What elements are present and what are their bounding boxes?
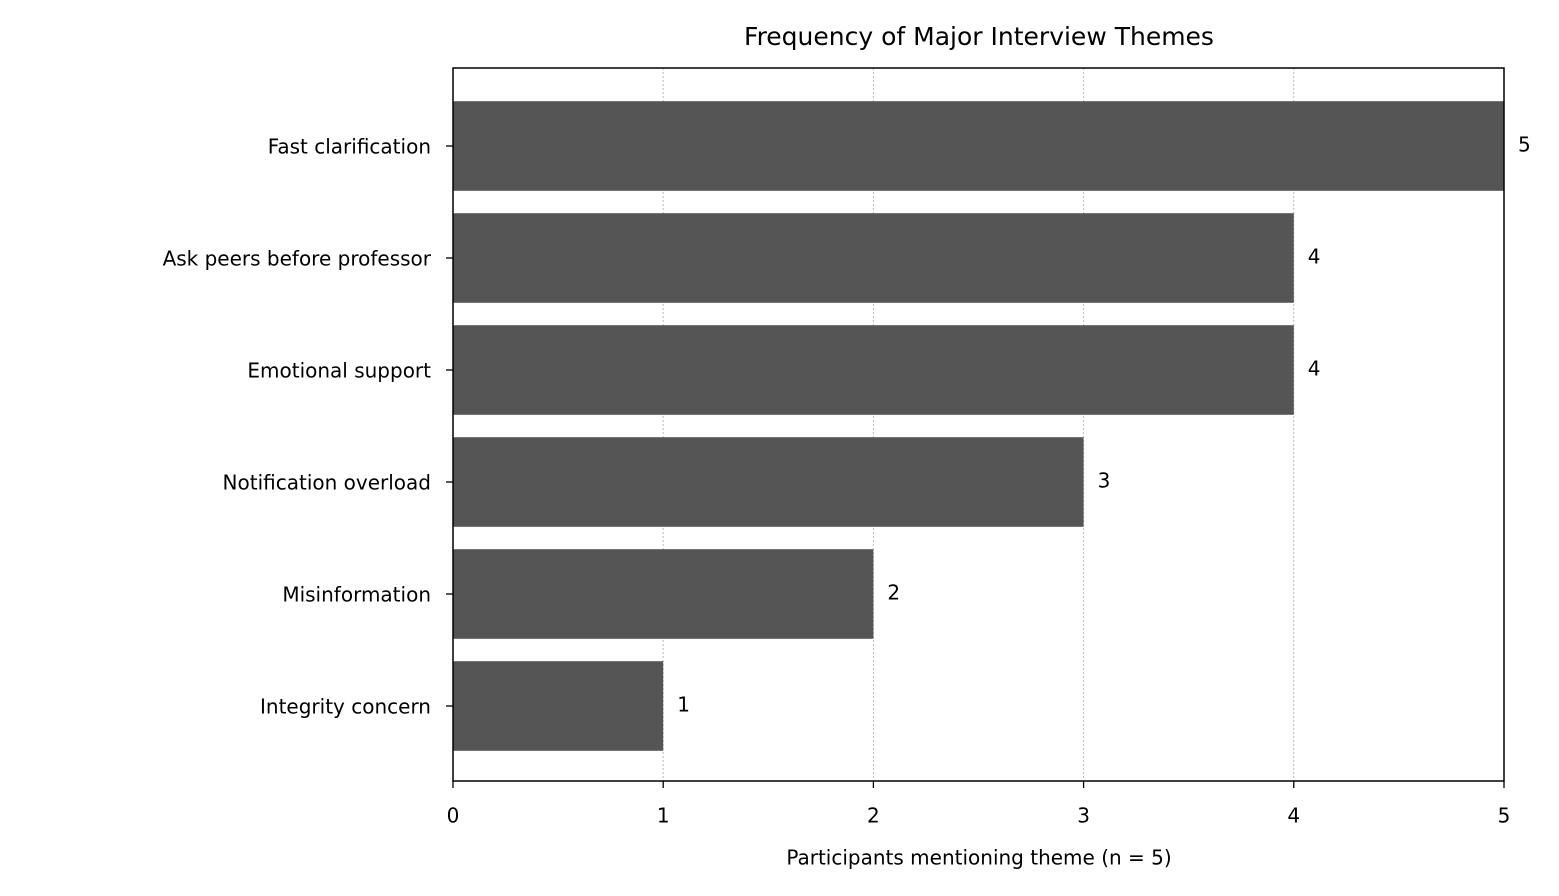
y-tick-label: Notification overload — [223, 471, 431, 495]
bar — [453, 101, 1504, 191]
data-label: 5 — [1518, 133, 1531, 157]
data-label: 1 — [677, 693, 690, 717]
y-tick-label: Fast clarification — [268, 135, 431, 159]
x-tick-label: 2 — [867, 804, 880, 828]
bar — [453, 325, 1294, 415]
y-tick-label: Ask peers before professor — [163, 247, 432, 271]
data-label: 2 — [887, 581, 900, 605]
x-tick-label: 0 — [447, 804, 460, 828]
x-tick-label: 1 — [657, 804, 670, 828]
plot-frame — [452, 67, 1505, 782]
chart-title: Frequency of Major Interview Themes — [744, 22, 1214, 51]
bar — [453, 549, 874, 639]
x-axis-label: Participants mentioning theme (n = 5) — [786, 846, 1171, 870]
bar — [453, 437, 1084, 527]
x-tick-label: 3 — [1077, 804, 1090, 828]
x-tick-label: 4 — [1287, 804, 1300, 828]
x-tick-label: 5 — [1498, 804, 1511, 828]
data-label: 4 — [1308, 357, 1321, 381]
y-tick-label: Emotional support — [247, 359, 431, 383]
data-label: 3 — [1098, 469, 1111, 493]
bar — [453, 661, 664, 751]
y-tick-label: Integrity concern — [260, 695, 431, 719]
y-tick-label: Misinformation — [282, 583, 431, 607]
bar — [453, 213, 1294, 303]
data-label: 4 — [1308, 245, 1321, 269]
